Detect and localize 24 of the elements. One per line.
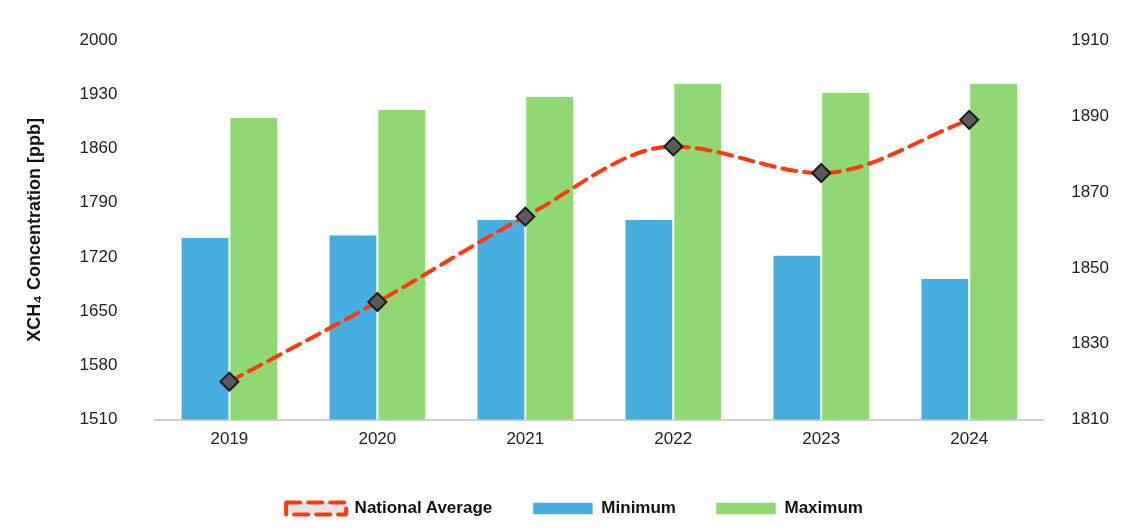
y-axis-title: XCH₄ Concentration [ppb] (23, 118, 44, 342)
y-tick-label: 1790 (79, 192, 118, 212)
y2-tick-label: 1870 (1071, 181, 1110, 201)
y-tick-label: 1860 (79, 138, 118, 158)
y-tick-label: 1720 (79, 246, 118, 266)
y-tick-label: 1650 (79, 300, 118, 320)
legend-label: Maximum (784, 498, 863, 518)
y2-tick-label: 1910 (1071, 29, 1110, 49)
y-tick-label: 1930 (79, 84, 118, 104)
x-tick-label: 2019 (210, 429, 249, 449)
x-tick-label: 2024 (950, 429, 989, 449)
legend-label: National Average (354, 498, 493, 518)
y-tick-label: 1510 (79, 409, 118, 429)
x-tick-label: 2020 (358, 429, 397, 449)
legend-label: Minimum (601, 498, 676, 518)
x-tick-label: 2022 (654, 429, 693, 449)
y-tick-label: 2000 (79, 29, 118, 49)
y-tick-label: 1580 (79, 355, 118, 375)
x-tick-label: 2023 (802, 429, 841, 449)
y2-tick-label: 1850 (1071, 257, 1110, 277)
x-tick-label: 2021 (506, 429, 545, 449)
y2-tick-label: 1830 (1071, 333, 1110, 353)
y2-tick-label: 1810 (1071, 409, 1110, 429)
y2-tick-label: 1890 (1071, 105, 1110, 125)
